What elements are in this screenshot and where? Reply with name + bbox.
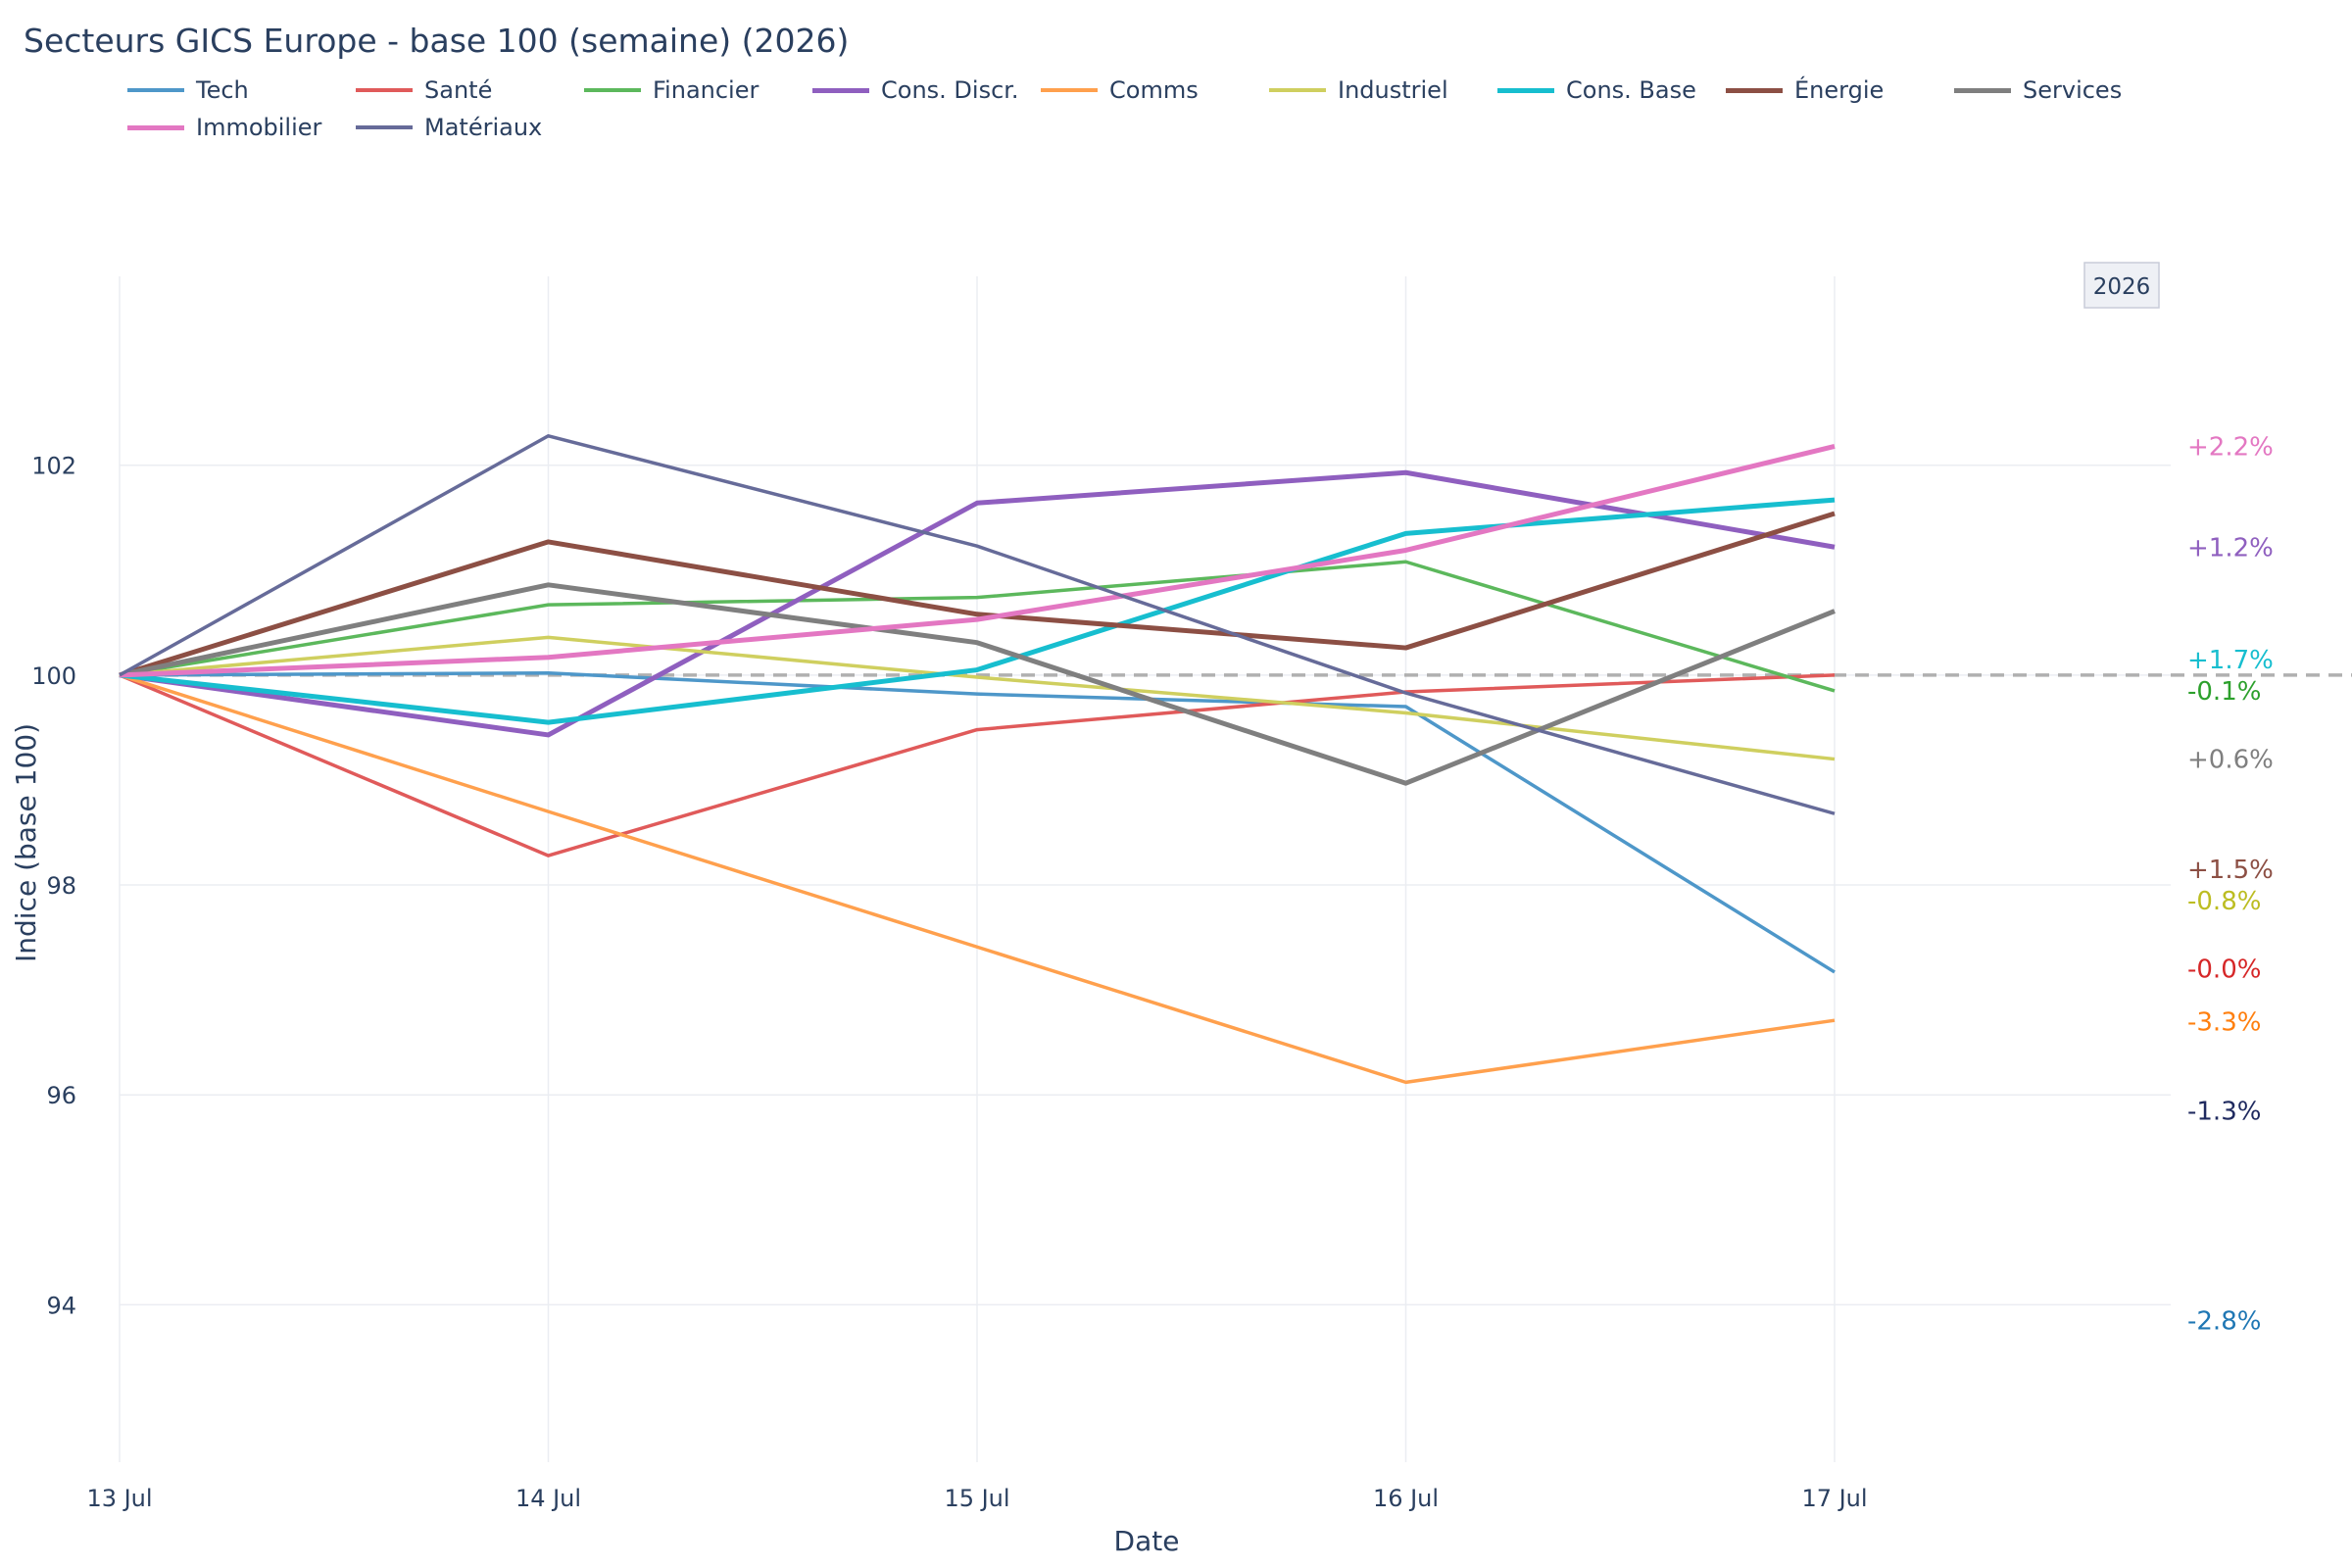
legend-swatch xyxy=(356,88,413,92)
series-line-cons-discr- xyxy=(119,469,1836,738)
end-label: -1.3% xyxy=(2187,1097,2261,1126)
series-line-services xyxy=(119,582,1836,786)
legend-item[interactable]: Comms xyxy=(1041,73,1199,108)
end-labels: +2.2% +1.2% +1.7%-0.1% +0.6% +1.5%-0.8% -0.0%… xyxy=(2187,432,2274,1336)
legend-item[interactable]: Matériaux xyxy=(356,110,542,145)
end-label: +1.5% xyxy=(2187,856,2274,885)
legend-swatch xyxy=(127,88,184,92)
end-label: +0.6% xyxy=(2187,746,2274,775)
series-line-énergie xyxy=(119,511,1836,678)
gridlines xyxy=(119,276,2171,1462)
series-lines xyxy=(119,434,1836,1085)
y-axis-ticks: 94 96 98 100 102 xyxy=(31,453,76,1320)
legend-item[interactable]: Énergie xyxy=(1726,73,1884,108)
legend-swatch xyxy=(1497,87,1554,93)
legend-label: Comms xyxy=(1109,76,1199,104)
y-tick-label: 102 xyxy=(31,453,76,480)
legend-swatch xyxy=(1954,87,2011,93)
series-line-matériaux xyxy=(119,434,1836,815)
legend-swatch xyxy=(1041,88,1098,92)
y-tick-label: 96 xyxy=(46,1082,76,1109)
y-tick-label: 100 xyxy=(31,662,76,690)
legend-label: Cons. Discr. xyxy=(881,76,1019,104)
y-axis-label: Indice (base 100) xyxy=(10,723,42,962)
legend-label: Services xyxy=(2023,76,2123,104)
end-label: -3.3% xyxy=(2187,1007,2261,1037)
legend-item[interactable]: Industriel xyxy=(1269,73,1448,108)
x-tick-label: 17 Jul xyxy=(1801,1485,1867,1512)
legend-item[interactable]: Services xyxy=(1954,73,2122,108)
legend-item[interactable]: Financier xyxy=(584,73,759,108)
legend-label: Financier xyxy=(653,76,760,104)
legend-swatch xyxy=(1726,87,1783,93)
legend-swatch xyxy=(356,125,413,129)
series-line-immobilier xyxy=(119,444,1836,678)
x-tick-label: 15 Jul xyxy=(944,1485,1009,1512)
legend-label: Énergie xyxy=(1794,76,1885,104)
series-line-tech xyxy=(119,671,1836,974)
x-axis-label: Date xyxy=(1114,1525,1180,1557)
legend-label: Industriel xyxy=(1338,76,1448,104)
legend-label: Tech xyxy=(196,76,249,104)
end-label: +1.7% xyxy=(2187,646,2274,675)
legend-label: Cons. Base xyxy=(1566,76,1696,104)
annotation-box xyxy=(2083,262,2160,309)
series-line-cons-base xyxy=(119,497,1836,725)
chart-title: Secteurs GICS Europe - base 100 (semaine… xyxy=(24,22,850,60)
legend-swatch xyxy=(584,88,641,92)
x-tick-label: 14 Jul xyxy=(515,1485,581,1512)
x-axis-ticks: 13 Jul 14 Jul 15 Jul 16 Jul 17 Jul xyxy=(86,1485,1867,1512)
annotation-label: 2026 xyxy=(2093,274,2151,300)
legend-label: Immobilier xyxy=(196,114,322,141)
legend-label: Santé xyxy=(424,76,493,104)
legend-item[interactable]: Tech xyxy=(127,73,249,108)
end-label: -0.8% xyxy=(2187,887,2261,916)
y-tick-label: 98 xyxy=(46,872,76,900)
y-tick-label: 94 xyxy=(46,1292,76,1319)
end-label: -0.0% xyxy=(2187,956,2261,985)
legend-swatch xyxy=(127,124,184,130)
legend-swatch xyxy=(1269,88,1326,92)
legend-item[interactable]: Cons. Base xyxy=(1497,73,1696,108)
legend-item[interactable]: Immobilier xyxy=(127,110,321,145)
x-tick-label: 13 Jul xyxy=(86,1485,152,1512)
legend-item[interactable]: Santé xyxy=(356,73,492,108)
year-annotation: 2026 xyxy=(2083,262,2160,309)
x-tick-label: 16 Jul xyxy=(1373,1485,1439,1512)
end-label: -0.1% xyxy=(2187,677,2261,707)
legend-label: Matériaux xyxy=(424,114,543,141)
series-line-santé xyxy=(119,673,1836,858)
end-label: +2.2% xyxy=(2187,432,2274,462)
end-label: +1.2% xyxy=(2187,533,2274,563)
series-line-comms xyxy=(119,673,1836,1085)
legend-swatch xyxy=(812,87,869,93)
legend-item[interactable]: Cons. Discr. xyxy=(812,73,1019,108)
end-label: -2.8% xyxy=(2187,1306,2261,1336)
